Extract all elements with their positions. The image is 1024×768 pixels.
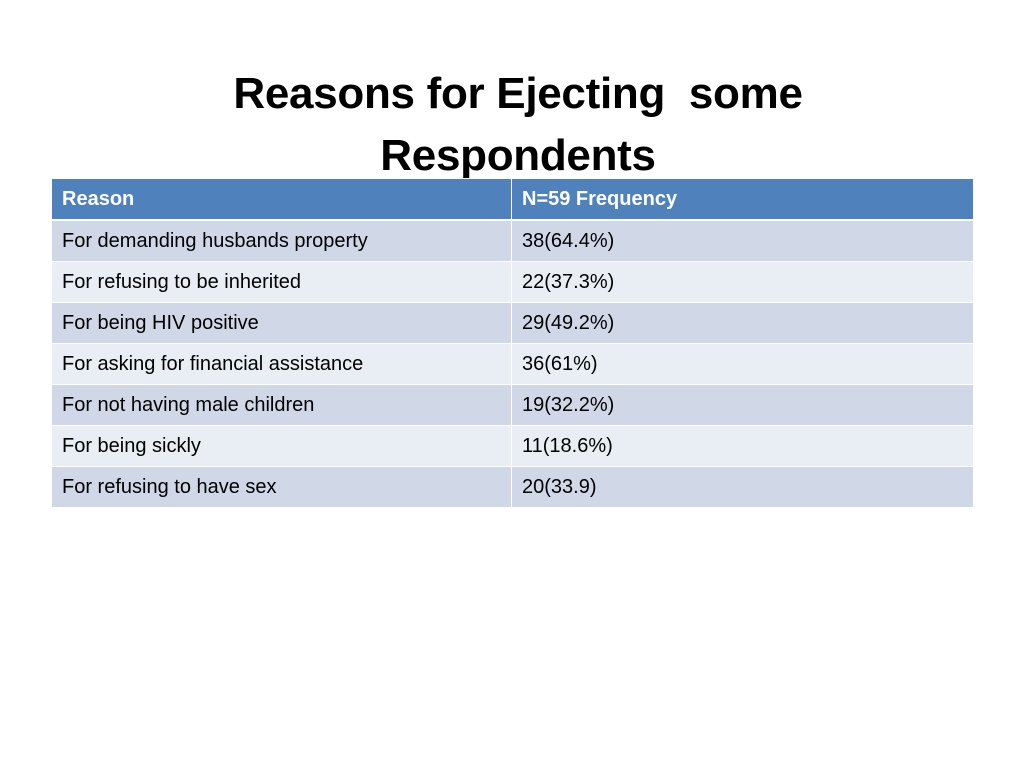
frequency-cell: 20(33.9) <box>511 466 974 508</box>
table-row: For not having male children 19(32.2%) <box>51 384 974 426</box>
reasons-table: Reason N=59 Frequency For demanding husb… <box>51 178 974 508</box>
column-header-frequency: N=59 Frequency <box>511 178 974 221</box>
reason-cell: For being sickly <box>51 425 512 467</box>
reason-cell: For demanding husbands property <box>51 219 512 262</box>
slide-title-line-2: Respondents <box>380 131 656 181</box>
reason-cell: For not having male children <box>51 384 512 426</box>
frequency-cell: 36(61%) <box>511 343 974 385</box>
reason-cell: For refusing to be inherited <box>51 261 512 303</box>
frequency-cell: 22(37.3%) <box>511 261 974 303</box>
slide-title: Reasons for Ejecting some Respondents <box>100 63 936 187</box>
frequency-cell: 38(64.4%) <box>511 219 974 262</box>
frequency-cell: 29(49.2%) <box>511 302 974 344</box>
reason-cell: For being HIV positive <box>51 302 512 344</box>
table-row: For asking for financial assistance 36(6… <box>51 343 974 385</box>
slide-title-line-1: Reasons for Ejecting some <box>233 69 803 119</box>
reason-cell: For refusing to have sex <box>51 466 512 508</box>
column-header-reason: Reason <box>51 178 512 221</box>
frequency-cell: 11(18.6%) <box>511 425 974 467</box>
table-row: For being HIV positive 29(49.2%) <box>51 302 974 344</box>
frequency-cell: 19(32.2%) <box>511 384 974 426</box>
table-row: For being sickly 11(18.6%) <box>51 425 974 467</box>
table-row: For refusing to be inherited 22(37.3%) <box>51 261 974 303</box>
table-row: For demanding husbands property 38(64.4%… <box>51 219 974 262</box>
table-header-row: Reason N=59 Frequency <box>51 178 974 221</box>
table-row: For refusing to have sex 20(33.9) <box>51 466 974 508</box>
reason-cell: For asking for financial assistance <box>51 343 512 385</box>
